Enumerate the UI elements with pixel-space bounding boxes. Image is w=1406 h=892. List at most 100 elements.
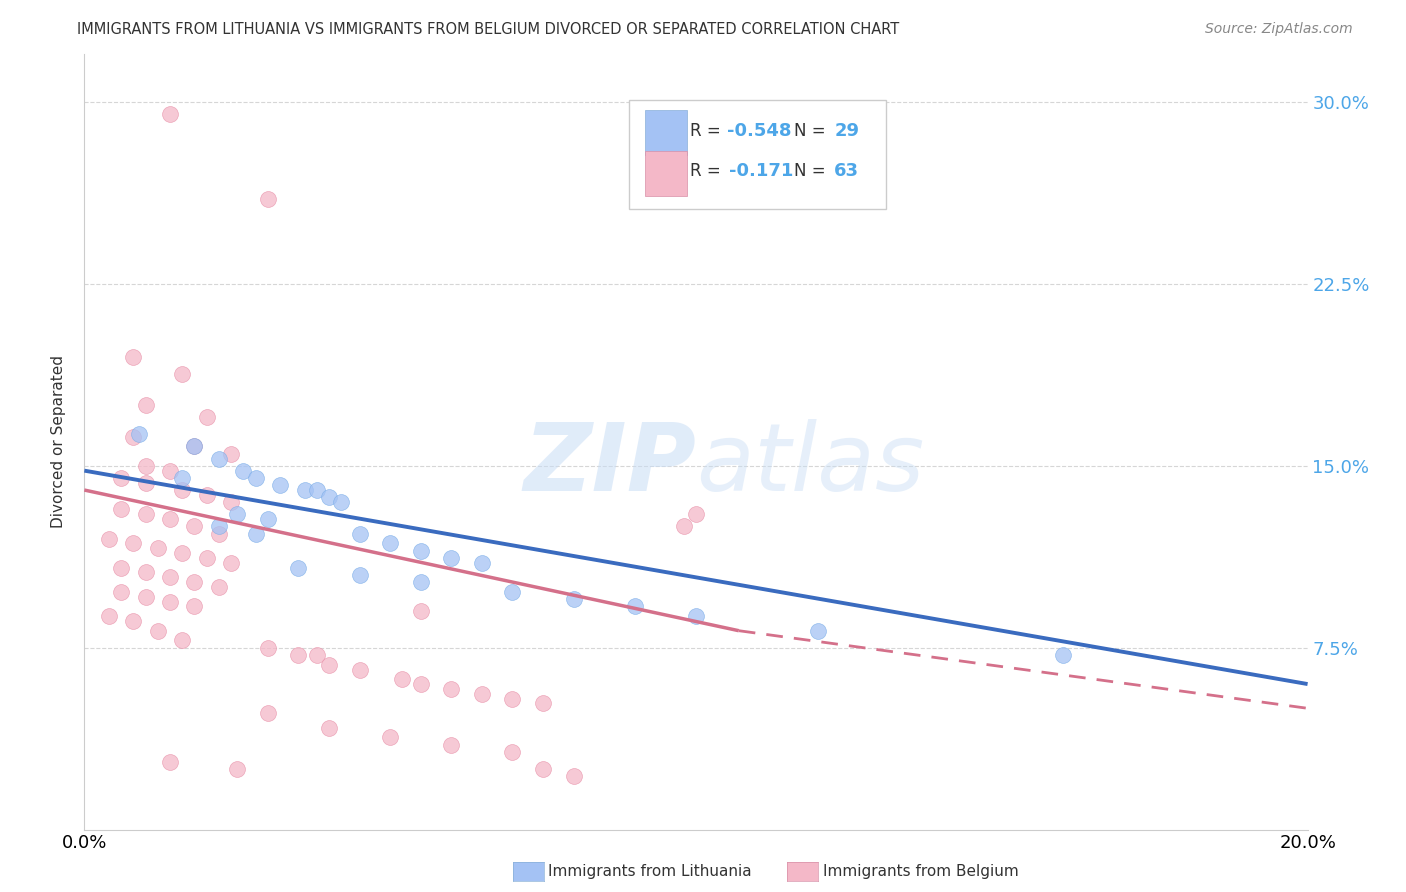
Point [219, 556, 242, 570]
Point [409, 575, 432, 590]
Point [318, 491, 340, 505]
Point [183, 439, 205, 453]
Text: Immigrants from Lithuania: Immigrants from Lithuania [548, 864, 752, 879]
Point [135, 475, 157, 490]
Point [110, 502, 132, 516]
Point [122, 614, 145, 628]
Text: Source: ZipAtlas.com: Source: ZipAtlas.com [1205, 22, 1353, 37]
Y-axis label: Divorced or Separated: Divorced or Separated [51, 355, 66, 528]
Point [391, 672, 413, 686]
Point [502, 745, 524, 759]
Point [245, 526, 267, 541]
Point [110, 471, 132, 485]
Text: IMMIGRANTS FROM LITHUANIA VS IMMIGRANTS FROM BELGIUM DIVORCED OR SEPARATED CORRE: IMMIGRANTS FROM LITHUANIA VS IMMIGRANTS … [77, 22, 900, 37]
Point [172, 471, 194, 485]
Point [159, 107, 181, 121]
Point [232, 464, 254, 478]
Point [195, 410, 218, 425]
Point [172, 483, 194, 497]
Point [269, 478, 291, 492]
Text: ZIP: ZIP [523, 419, 696, 511]
Point [146, 624, 169, 638]
Point [183, 519, 205, 533]
Point [183, 575, 205, 590]
Point [159, 755, 181, 769]
Point [219, 495, 242, 509]
Point [128, 427, 150, 442]
Point [135, 590, 157, 604]
Point [172, 633, 194, 648]
Point [110, 560, 132, 574]
Point [208, 519, 231, 533]
Point [502, 691, 524, 706]
Text: N =: N = [794, 122, 831, 140]
Point [159, 512, 181, 526]
Point [562, 592, 585, 607]
Point [172, 367, 194, 381]
Point [409, 677, 432, 691]
Text: 63: 63 [834, 162, 859, 180]
Point [245, 471, 267, 485]
Point [1052, 648, 1074, 662]
Point [471, 556, 494, 570]
Point [122, 350, 145, 364]
Text: -0.171: -0.171 [728, 162, 793, 180]
Point [685, 508, 707, 522]
Point [440, 738, 463, 752]
Point [672, 519, 695, 533]
Point [531, 697, 554, 711]
Point [409, 543, 432, 558]
Point [305, 483, 328, 497]
Point [208, 451, 231, 466]
Text: R =: R = [690, 122, 725, 140]
Point [97, 609, 120, 624]
Point [685, 609, 707, 624]
Point [257, 640, 280, 655]
Point [257, 192, 280, 206]
Point [219, 447, 242, 461]
Point [226, 762, 249, 776]
Point [208, 526, 231, 541]
Point [349, 568, 371, 582]
Point [440, 681, 463, 696]
Point [195, 488, 218, 502]
Text: atlas: atlas [696, 419, 924, 510]
Point [471, 687, 494, 701]
Point [380, 536, 402, 550]
Text: R =: R = [690, 162, 731, 180]
Point [195, 550, 218, 566]
Point [531, 762, 554, 776]
Text: N =: N = [794, 162, 831, 180]
Point [502, 585, 524, 599]
Point [135, 398, 157, 412]
Point [318, 721, 340, 735]
Point [135, 458, 157, 473]
Point [183, 599, 205, 614]
Point [159, 570, 181, 584]
Point [159, 594, 181, 608]
Point [135, 566, 157, 580]
Point [562, 769, 585, 783]
Point [349, 526, 371, 541]
Point [135, 508, 157, 522]
Point [183, 439, 205, 453]
FancyBboxPatch shape [628, 100, 886, 209]
Point [294, 483, 316, 497]
Point [287, 560, 309, 574]
Point [110, 585, 132, 599]
Text: Immigrants from Belgium: Immigrants from Belgium [823, 864, 1018, 879]
FancyBboxPatch shape [644, 151, 688, 195]
Point [380, 731, 402, 745]
Point [409, 604, 432, 618]
Point [257, 706, 280, 721]
Point [624, 599, 647, 614]
Point [146, 541, 169, 556]
Point [318, 657, 340, 672]
Text: 29: 29 [834, 122, 859, 140]
Point [172, 546, 194, 560]
Point [287, 648, 309, 662]
FancyBboxPatch shape [644, 111, 688, 155]
Point [349, 663, 371, 677]
Point [257, 512, 280, 526]
Point [122, 536, 145, 550]
